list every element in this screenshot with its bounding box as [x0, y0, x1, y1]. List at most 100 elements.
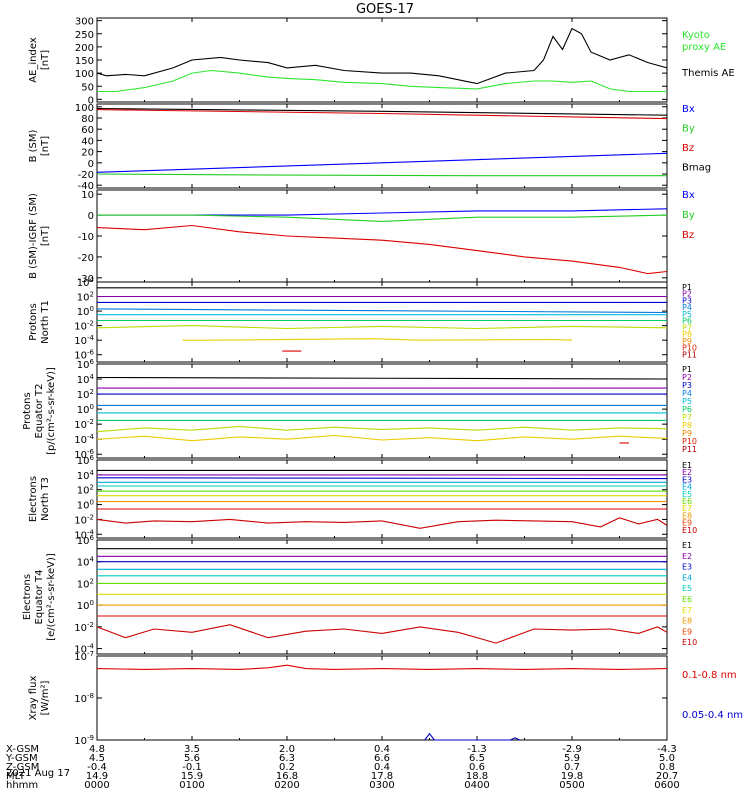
y-tick-label: 10-2	[74, 621, 94, 634]
row-label-x-gsm: X-GSM	[6, 744, 39, 755]
legend-kyoto: Kyoto	[682, 30, 710, 41]
coord-value: 5.9	[564, 753, 580, 764]
y-axis-label: North T3	[40, 477, 51, 521]
y-tick-label: 10-7	[74, 650, 94, 663]
legend-p1: P1	[682, 283, 692, 292]
coord-value: 5.0	[659, 753, 675, 764]
legend-bz: Bz	[682, 143, 694, 154]
row-label-mlt: MLT	[6, 771, 26, 782]
coord-value: 20.7	[656, 771, 678, 782]
y-tick-label: 20	[81, 148, 94, 159]
legend-e4: E4	[682, 483, 692, 492]
series-themis-ae	[96, 27, 668, 85]
y-tick-label: 106	[77, 534, 95, 547]
legend-e6: E6	[682, 595, 692, 604]
panel-frame	[96, 539, 668, 655]
y-tick-label: -40	[78, 181, 94, 192]
legend-themis-ae: Themis AE	[681, 68, 735, 79]
date-label: 2021 Aug 17	[6, 768, 70, 779]
y-tick-label: 100	[77, 599, 94, 612]
series-p1	[96, 376, 668, 380]
x-tick-label-hhmm: 0200	[274, 780, 299, 791]
legend-by: By	[682, 124, 695, 135]
legend-p6: P6	[682, 317, 692, 326]
panel-frame	[96, 189, 668, 283]
coord-value: 19.8	[561, 771, 583, 782]
legend-p8: P8	[682, 330, 692, 339]
coord-value: 4.5	[89, 753, 105, 764]
y-tick-label: 150	[75, 56, 94, 67]
legend-p4: P4	[682, 303, 692, 312]
row-label-z-gsm: Z-GSM	[6, 762, 39, 773]
panel-frame	[96, 281, 668, 363]
panel-bdiff: -30 -20 -10 0 10 B (SM)-IGRF (SM) [nT] Bx By Bz	[28, 189, 695, 285]
series-by	[97, 214, 668, 222]
y-axis-label: [nT]	[40, 226, 51, 246]
y-tick-label: 100	[77, 305, 94, 318]
legend-p9: P9	[682, 429, 692, 438]
series-kyoto-proxy-ae	[97, 69, 667, 93]
legend-proxy-ae: proxy AE	[682, 42, 726, 53]
legend-e3: E3	[682, 563, 692, 572]
y-tick-label: 80	[81, 114, 94, 125]
series-0-05-0-4-nm	[424, 732, 521, 741]
legend-e9: E9	[682, 627, 692, 636]
y-tick-label: 0	[88, 211, 94, 222]
y-tick-label: -20	[78, 253, 94, 264]
y-tick-label: 104	[77, 469, 95, 482]
coord-value: -2.9	[562, 744, 582, 755]
y-tick-label: 102	[77, 484, 94, 497]
legend-e7: E7	[682, 606, 692, 615]
legend-p3: P3	[682, 381, 692, 390]
legend-e9: E9	[682, 519, 692, 528]
y-tick-label: -10	[78, 232, 94, 243]
y-tick-label: 250	[75, 30, 94, 41]
series-bx	[97, 208, 668, 216]
coord-value: 0.8	[659, 762, 675, 773]
y-tick-label: 10-2	[74, 320, 94, 333]
series-p7	[96, 325, 668, 330]
coord-value: -1.3	[467, 744, 487, 755]
coord-value: 17.8	[371, 771, 393, 782]
y-axis-label: AE_index	[28, 37, 39, 83]
legend-e5: E5	[682, 584, 692, 593]
y-tick-label: 10-2	[74, 418, 94, 431]
legend-p2: P2	[682, 290, 692, 299]
y-tick-label: 104	[77, 276, 95, 289]
y-tick-label: 100	[75, 103, 94, 114]
coord-value: 18.8	[466, 771, 488, 782]
legend-bz: Bz	[682, 230, 694, 241]
y-axis-label: Xray flux	[28, 676, 39, 721]
legend-p2: P2	[682, 373, 692, 382]
y-tick-label: 40	[81, 136, 94, 147]
coord-value: 14.9	[86, 771, 108, 782]
y-tick-label: 0	[88, 159, 94, 170]
y-tick-label: 104	[77, 556, 95, 569]
legend-e2: E2	[682, 468, 692, 477]
series-e3	[96, 477, 668, 480]
y-tick-label: -20	[78, 170, 94, 181]
legend-p11: P11	[682, 350, 697, 359]
legend-e1: E1	[682, 461, 692, 470]
series-bx	[96, 152, 668, 173]
legend-e6: E6	[682, 497, 692, 506]
panel-frame	[96, 17, 668, 103]
x-tick-label-hhmm: 0600	[654, 780, 679, 791]
y-tick-label: -30	[78, 274, 94, 285]
legend-p9: P9	[682, 337, 692, 346]
y-axis-label: B (SM)	[28, 129, 39, 162]
y-tick-label: 60	[81, 125, 94, 136]
y-tick-label: 50	[81, 82, 94, 93]
y-tick-label: 10-4	[74, 334, 94, 347]
y-axis-label: B (SM)-IGRF (SM)	[28, 193, 39, 279]
series-e10	[96, 624, 668, 644]
series-bmag	[96, 107, 668, 116]
